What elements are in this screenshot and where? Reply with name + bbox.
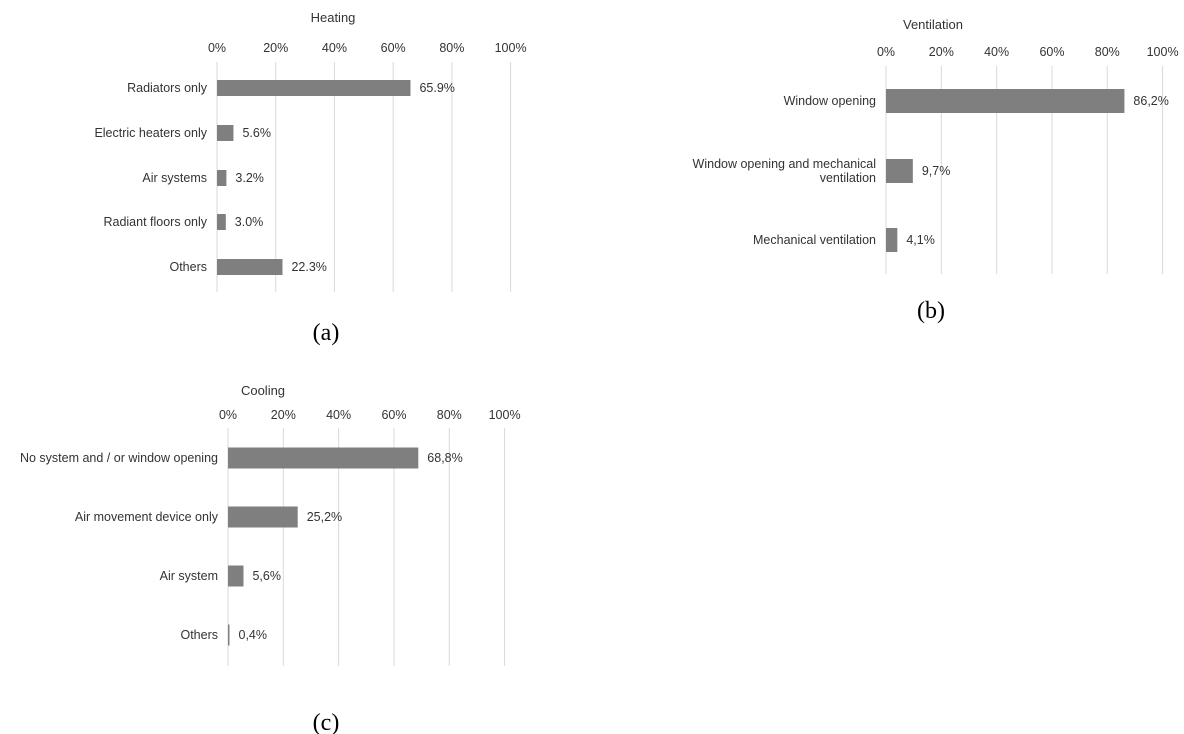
ventilation-value-label: 86,2%	[1133, 94, 1168, 108]
heating-value-label: 22.3%	[291, 260, 326, 274]
ventilation-tick-label: 40%	[984, 45, 1009, 59]
heating-bar	[217, 259, 283, 275]
ventilation-chart: Ventilation 0% 20% 40% 60% 80% 100% Window open…	[693, 17, 1179, 274]
cooling-category-label: No system and / or window opening	[20, 451, 218, 465]
heating-title: Heating	[311, 10, 356, 25]
ventilation-tick-label: 100%	[1147, 45, 1179, 59]
heating-category-label: Others	[169, 260, 207, 274]
ventilation-category-label: ventilation	[820, 171, 876, 185]
heating-tick-label: 40%	[322, 41, 347, 55]
ventilation-category-label: Window opening	[784, 94, 876, 108]
cooling-tick-label: 100%	[489, 408, 521, 422]
heating-value-label: 65.9%	[419, 81, 454, 95]
ventilation-title: Ventilation	[903, 17, 963, 32]
cooling-tick-label: 0%	[219, 408, 237, 422]
heating-chart: Heating 0% 20% 40% 60% 80% 100% Radiators only 6…	[94, 10, 527, 292]
cooling-title: Cooling	[241, 383, 285, 398]
cooling-bar	[228, 506, 298, 528]
cooling-category-label: Air movement device only	[75, 510, 219, 524]
heating-tick-label: 60%	[381, 41, 406, 55]
heating-bar	[217, 170, 227, 186]
cooling-bar	[228, 447, 419, 469]
heating-bar	[217, 214, 226, 230]
heating-bar	[217, 80, 411, 96]
ventilation-value-label: 4,1%	[906, 233, 935, 247]
ventilation-tick-label: 20%	[929, 45, 954, 59]
cooling-bar	[228, 565, 244, 587]
caption-c: (c)	[313, 710, 340, 734]
heating-tick-label: 20%	[263, 41, 288, 55]
heating-category-label: Radiant floors only	[103, 215, 207, 229]
ventilation-bar	[886, 89, 1125, 113]
heating-tick-label: 0%	[208, 41, 226, 55]
ventilation-tick-label: 80%	[1095, 45, 1120, 59]
heating-value-label: 3.2%	[235, 171, 264, 185]
ventilation-tick-label: 0%	[877, 45, 895, 59]
cooling-bar	[228, 624, 230, 646]
heating-value-label: 3.0%	[235, 215, 263, 229]
heating-category-label: Radiators only	[127, 81, 208, 95]
caption-b: (b)	[917, 298, 945, 324]
heating-value-label: 5.6%	[242, 126, 270, 140]
cooling-value-label: 5,6%	[252, 569, 281, 583]
heating-bar	[217, 125, 234, 141]
cooling-category-label: Air system	[160, 569, 218, 583]
cooling-chart: Cooling 0% 20% 40% 60% 80% 100% No system and /…	[20, 383, 521, 666]
heating-category-label: Electric heaters only	[94, 126, 207, 140]
ventilation-tick-label: 60%	[1039, 45, 1064, 59]
cooling-category-label: Others	[180, 628, 218, 642]
heating-tick-label: 80%	[439, 41, 464, 55]
ventilation-bar	[886, 228, 898, 252]
cooling-tick-label: 80%	[437, 408, 462, 422]
cooling-tick-label: 20%	[271, 408, 296, 422]
ventilation-value-label: 9,7%	[922, 164, 951, 178]
heating-tick-label: 100%	[495, 41, 527, 55]
cooling-value-label: 0,4%	[239, 628, 268, 642]
cooling-tick-label: 60%	[381, 408, 406, 422]
ventilation-category-label: Mechanical ventilation	[753, 233, 876, 247]
cooling-value-label: 25,2%	[307, 510, 342, 524]
cooling-tick-label: 40%	[326, 408, 351, 422]
heating-category-label: Air systems	[142, 171, 207, 185]
caption-a: (a)	[313, 320, 340, 346]
ventilation-bar	[886, 159, 913, 183]
ventilation-category-label: Window opening and mechanical	[693, 157, 876, 171]
cooling-value-label: 68,8%	[427, 451, 462, 465]
